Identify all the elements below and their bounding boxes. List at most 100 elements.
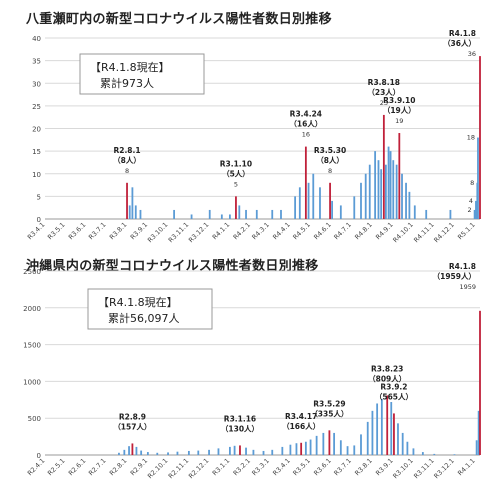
bar	[131, 443, 134, 455]
bar	[380, 399, 383, 455]
x-tick-label: R3.4.1	[271, 457, 292, 478]
bar	[319, 187, 321, 219]
y-tick-label: 2000	[23, 305, 41, 313]
bar	[401, 432, 404, 455]
annotation-date: R3.4.17	[285, 412, 317, 421]
bar	[477, 137, 479, 219]
annotation-count: （157人）	[113, 421, 151, 431]
annotation-count: （8人）	[113, 155, 141, 165]
bar	[134, 205, 137, 219]
annotation-count: （809人）	[368, 373, 406, 383]
y-tick-label: 25	[32, 103, 41, 111]
annotation-date: R3.1.16	[224, 414, 256, 423]
annotation-count: （19人）	[383, 105, 416, 115]
annotation-date: R3.9.10	[383, 96, 415, 105]
bar	[156, 452, 159, 455]
x-tick-label: R3.11.1	[412, 457, 435, 480]
annotation-count: （1959人）	[433, 271, 476, 281]
x-tick-label: R4.10.1	[391, 221, 414, 244]
annotation-date: R3.5.30	[314, 146, 346, 155]
bar	[371, 410, 374, 455]
bar	[255, 209, 258, 219]
bar	[298, 187, 301, 219]
x-tick-label: R2.6.1	[67, 457, 88, 478]
bar	[433, 453, 436, 455]
bar	[322, 432, 325, 455]
note-date: 【R4.1.8現在】	[90, 61, 170, 74]
bar	[406, 441, 409, 455]
bar	[235, 196, 237, 219]
bar	[140, 450, 143, 455]
bar	[146, 452, 149, 455]
bar	[339, 205, 342, 219]
bar	[395, 164, 398, 219]
x-tick-label: R2.12.1	[187, 457, 210, 480]
bar	[312, 173, 315, 219]
bar	[384, 164, 387, 219]
bar	[309, 439, 312, 455]
bar	[339, 440, 342, 455]
bar	[304, 146, 307, 219]
bar	[477, 410, 480, 455]
bar	[393, 413, 395, 455]
data-label: 23	[380, 99, 388, 107]
annotation-count: （23人）	[367, 87, 400, 97]
note-date: 【R4.1.8現在】	[98, 296, 178, 309]
data-label: 19	[395, 117, 403, 125]
bar	[364, 173, 367, 219]
data-label: 8	[470, 179, 474, 187]
x-tick-label: R3.8.1	[108, 221, 129, 242]
bar	[228, 446, 231, 455]
x-tick-label: R2.10.1	[146, 457, 169, 480]
x-tick-label: R4.12.1	[432, 221, 455, 244]
bar	[300, 442, 303, 455]
bar	[126, 182, 128, 219]
bar	[377, 160, 380, 219]
x-tick-label: R3.7.1	[87, 221, 108, 242]
x-tick-label: R3.5.1	[291, 457, 312, 478]
bar	[197, 450, 200, 455]
note-total: 累計973人	[100, 76, 154, 90]
x-tick-label: R3.1.1	[211, 457, 232, 478]
bar	[131, 187, 134, 219]
bar	[208, 449, 210, 455]
annotation-date: R4.1.8	[449, 29, 476, 38]
y-tick-label: 1500	[23, 342, 41, 350]
y-tick-label: 35	[32, 58, 41, 66]
annotation-count: （5人）	[222, 168, 250, 178]
bar	[366, 421, 369, 455]
annotation-date: R3.1.10	[220, 159, 252, 168]
y-tick-label: 500	[28, 415, 41, 423]
x-tick-label: R4.1.1	[211, 221, 232, 242]
bar	[118, 452, 120, 455]
x-tick-label: R4.5.1	[291, 221, 312, 242]
bar	[167, 452, 169, 455]
bar	[374, 151, 377, 219]
annotation-date: R3.5.29	[313, 399, 345, 408]
x-tick-label: R4.6.1	[312, 221, 333, 242]
y-tick-label: 10	[32, 171, 41, 179]
bar	[479, 56, 481, 219]
bar	[281, 446, 284, 455]
bar	[360, 182, 362, 219]
bar	[208, 209, 211, 219]
x-tick-label: R3.3.1	[250, 457, 271, 478]
annotation-date: R3.8.18	[368, 78, 400, 87]
bar	[368, 164, 371, 219]
x-tick-label: R4.7.1	[332, 221, 353, 242]
annotation-count: （16人）	[289, 119, 322, 129]
note-box	[87, 288, 213, 330]
bar	[228, 214, 231, 219]
x-tick-label: R3.5.1	[46, 221, 67, 242]
x-tick-label: R3.7.1	[332, 457, 353, 478]
note-box	[79, 53, 205, 95]
x-tick-label: R3.12.1	[187, 221, 210, 244]
bar	[262, 450, 265, 455]
bar	[315, 435, 318, 455]
bar	[123, 449, 126, 455]
data-label: 36	[468, 50, 476, 58]
x-tick-label: R2.5.1	[46, 457, 67, 478]
x-tick-label: R4.2.1	[232, 221, 253, 242]
